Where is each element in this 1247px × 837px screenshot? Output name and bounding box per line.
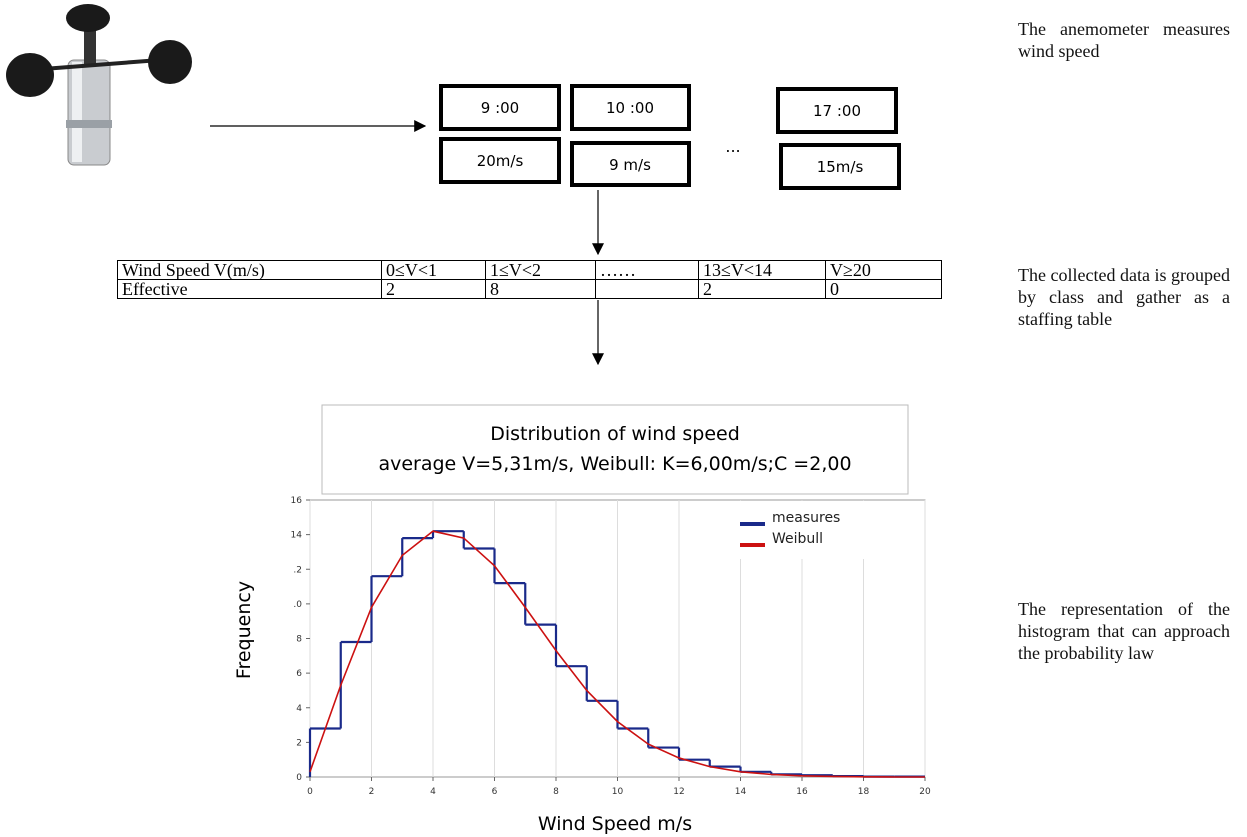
x-tick-label: 10 <box>612 787 624 797</box>
table-row: Effective 2 8 2 0 <box>117 279 942 299</box>
x-tick-label: 20 <box>919 787 931 797</box>
cell: 0≤V<1 <box>381 260 486 280</box>
cell: 2 <box>381 279 486 299</box>
y-tick-label: 14 <box>291 531 303 541</box>
cell: V≥20 <box>825 260 942 280</box>
y-tick-label: 2 <box>296 738 302 748</box>
x-axis-label: Wind Speed m/s <box>538 813 692 835</box>
y-tick-label: 16 <box>291 496 303 506</box>
x-tick-label: 4 <box>430 787 436 797</box>
y-axis-label: Frequency <box>233 581 255 679</box>
legend-label: measures <box>772 510 840 526</box>
y-tick-label: 4 <box>296 704 302 714</box>
legend-label: Weibull <box>772 531 823 547</box>
plot: 0 2 4 6 8 10 12 14 16 18 20 0 2 4 6 8 .0 .2 14 16 measures We… <box>291 496 931 797</box>
speed-label: 9 m/s <box>609 156 651 174</box>
time-label: 10 :00 <box>606 99 654 117</box>
cell: 13≤V<14 <box>698 260 826 280</box>
speed-label: 15m/s <box>817 158 864 176</box>
speed-label: 20m/s <box>477 152 524 170</box>
y-tick-label: .2 <box>293 565 302 575</box>
time-label: 9 :00 <box>481 99 519 117</box>
x-tick-label: 0 <box>307 787 313 797</box>
time-boxes <box>439 84 901 190</box>
x-tick-label: 12 <box>673 787 684 797</box>
x-tick-label: 8 <box>553 787 559 797</box>
x-tick-label: 2 <box>369 787 375 797</box>
note: The collected data is grouped by class a… <box>1018 265 1230 329</box>
y-tick-label: 8 <box>296 635 302 645</box>
x-tick-label: 18 <box>858 787 870 797</box>
cell: 8 <box>485 279 596 299</box>
y-tick-label: 6 <box>296 669 302 679</box>
note: The anemometer measures wind speed <box>1018 19 1230 61</box>
time-label: 17 :00 <box>813 102 861 120</box>
cell: 2 <box>698 279 826 299</box>
table-header: Wind Speed V(m/s) 0≤V<1 1≤V<2 …… 13≤V<14… <box>117 260 942 280</box>
cell: 0 <box>825 279 942 299</box>
note: The representation of the histogram that… <box>1018 599 1230 663</box>
legend-box <box>735 501 915 559</box>
chart-title: Distribution of wind speed <box>490 423 740 445</box>
fit-curve <box>309 530 925 778</box>
x-tick-label: 6 <box>492 787 498 797</box>
chart-subtitle: average V=5,31m/s, Weibull: K=6,00m/s;C … <box>378 453 851 475</box>
y-tick-label: .0 <box>293 600 302 610</box>
title-box <box>321 404 909 495</box>
staffing-table: Wind Speed V(m/s) 0≤V<1 1≤V<2 …… 13≤V<14… <box>117 260 942 299</box>
x-tick-label: 16 <box>796 787 808 797</box>
y-tick-label: 0 <box>296 773 302 783</box>
cell: Effective <box>117 279 382 299</box>
ellipsis: ... <box>725 137 740 156</box>
cell: …… <box>595 260 699 280</box>
cell: Wind Speed V(m/s) <box>117 260 382 280</box>
x-tick-label: 14 <box>735 787 747 797</box>
cell: 1≤V<2 <box>485 260 596 280</box>
cell <box>595 279 699 299</box>
anemometer-icon <box>6 4 192 166</box>
